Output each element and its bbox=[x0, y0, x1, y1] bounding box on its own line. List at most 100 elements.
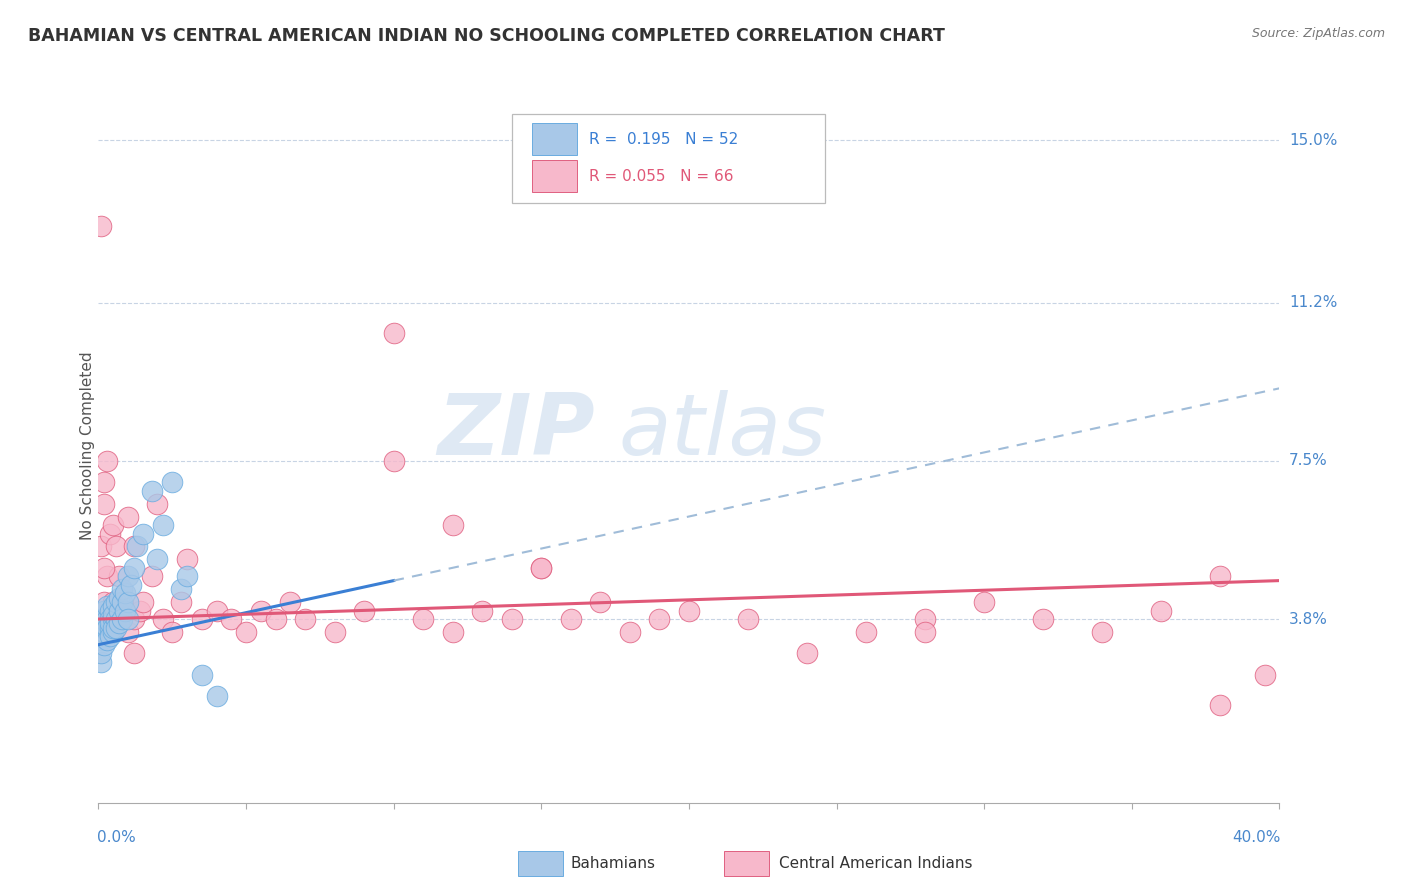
Point bbox=[441, 518, 464, 533]
Point bbox=[117, 624, 139, 639]
Point bbox=[103, 607, 125, 622]
Point bbox=[103, 624, 125, 639]
Bar bbox=[531, 161, 576, 193]
Point bbox=[235, 624, 257, 639]
Point bbox=[96, 621, 118, 635]
Point bbox=[146, 552, 169, 566]
Point bbox=[973, 595, 995, 609]
Point bbox=[162, 624, 183, 639]
Point bbox=[441, 624, 464, 639]
Point bbox=[98, 629, 121, 643]
Point bbox=[93, 612, 115, 626]
Point bbox=[90, 612, 112, 626]
Point bbox=[501, 612, 523, 626]
Point bbox=[90, 633, 112, 648]
FancyBboxPatch shape bbox=[512, 114, 825, 203]
Text: Central American Indians: Central American Indians bbox=[779, 856, 972, 871]
Point bbox=[120, 578, 142, 592]
Point bbox=[117, 569, 139, 583]
Point bbox=[105, 612, 128, 626]
Point bbox=[648, 612, 671, 626]
Point bbox=[108, 616, 131, 631]
Point bbox=[1150, 603, 1173, 617]
Text: 3.8%: 3.8% bbox=[1289, 612, 1329, 626]
Point bbox=[264, 612, 287, 626]
Text: BAHAMIAN VS CENTRAL AMERICAN INDIAN NO SCHOOLING COMPLETED CORRELATION CHART: BAHAMIAN VS CENTRAL AMERICAN INDIAN NO S… bbox=[28, 27, 945, 45]
Point bbox=[152, 518, 174, 533]
Point bbox=[205, 689, 228, 703]
Point bbox=[250, 603, 273, 617]
Point bbox=[93, 475, 115, 490]
Point bbox=[96, 612, 118, 626]
Point bbox=[191, 667, 214, 681]
Text: Bahamians: Bahamians bbox=[571, 856, 655, 871]
Point bbox=[382, 326, 405, 340]
Point bbox=[191, 612, 214, 626]
Point bbox=[90, 646, 112, 660]
Text: R =  0.195   N = 52: R = 0.195 N = 52 bbox=[589, 132, 738, 146]
Point bbox=[103, 621, 125, 635]
Point bbox=[93, 638, 115, 652]
Point bbox=[205, 603, 228, 617]
Point bbox=[114, 603, 136, 617]
Point bbox=[105, 595, 128, 609]
Point bbox=[796, 646, 818, 660]
Point bbox=[93, 624, 115, 639]
Point bbox=[90, 621, 112, 635]
Point bbox=[353, 603, 375, 617]
Point bbox=[530, 561, 553, 575]
Point bbox=[105, 540, 128, 554]
Point bbox=[103, 599, 125, 614]
Point bbox=[125, 540, 148, 554]
Text: 40.0%: 40.0% bbox=[1232, 830, 1281, 845]
Point bbox=[170, 595, 193, 609]
Point bbox=[122, 612, 145, 626]
Point bbox=[1209, 569, 1232, 583]
Text: 0.0%: 0.0% bbox=[97, 830, 136, 845]
Point bbox=[855, 624, 877, 639]
Text: 7.5%: 7.5% bbox=[1289, 453, 1327, 468]
Point bbox=[294, 612, 316, 626]
Point bbox=[1254, 667, 1277, 681]
Point bbox=[152, 612, 174, 626]
Point bbox=[98, 621, 121, 635]
Text: atlas: atlas bbox=[619, 390, 827, 474]
Point bbox=[103, 595, 125, 609]
Point bbox=[105, 621, 128, 635]
Point bbox=[141, 569, 163, 583]
Point bbox=[117, 509, 139, 524]
Point bbox=[98, 603, 121, 617]
Point bbox=[98, 612, 121, 626]
Text: Source: ZipAtlas.com: Source: ZipAtlas.com bbox=[1251, 27, 1385, 40]
Point bbox=[96, 633, 118, 648]
Point bbox=[114, 586, 136, 600]
Point bbox=[678, 603, 700, 617]
Point bbox=[128, 603, 150, 617]
Point bbox=[108, 603, 131, 617]
Point bbox=[93, 561, 115, 575]
Point bbox=[93, 595, 115, 609]
Point bbox=[90, 655, 112, 669]
Point bbox=[412, 612, 434, 626]
Point bbox=[117, 612, 139, 626]
Point bbox=[98, 612, 121, 626]
Point bbox=[103, 518, 125, 533]
Point bbox=[98, 526, 121, 541]
Text: 11.2%: 11.2% bbox=[1289, 295, 1337, 310]
Point bbox=[914, 612, 936, 626]
Point bbox=[90, 540, 112, 554]
Point bbox=[114, 603, 136, 617]
Point bbox=[323, 624, 346, 639]
Point bbox=[96, 569, 118, 583]
Point bbox=[176, 569, 198, 583]
Point bbox=[93, 497, 115, 511]
Point bbox=[96, 454, 118, 468]
Point bbox=[122, 540, 145, 554]
Point bbox=[96, 599, 118, 614]
Point bbox=[530, 561, 553, 575]
Point bbox=[132, 526, 155, 541]
Point bbox=[219, 612, 242, 626]
Point bbox=[132, 595, 155, 609]
Point bbox=[103, 624, 125, 639]
Point bbox=[117, 595, 139, 609]
